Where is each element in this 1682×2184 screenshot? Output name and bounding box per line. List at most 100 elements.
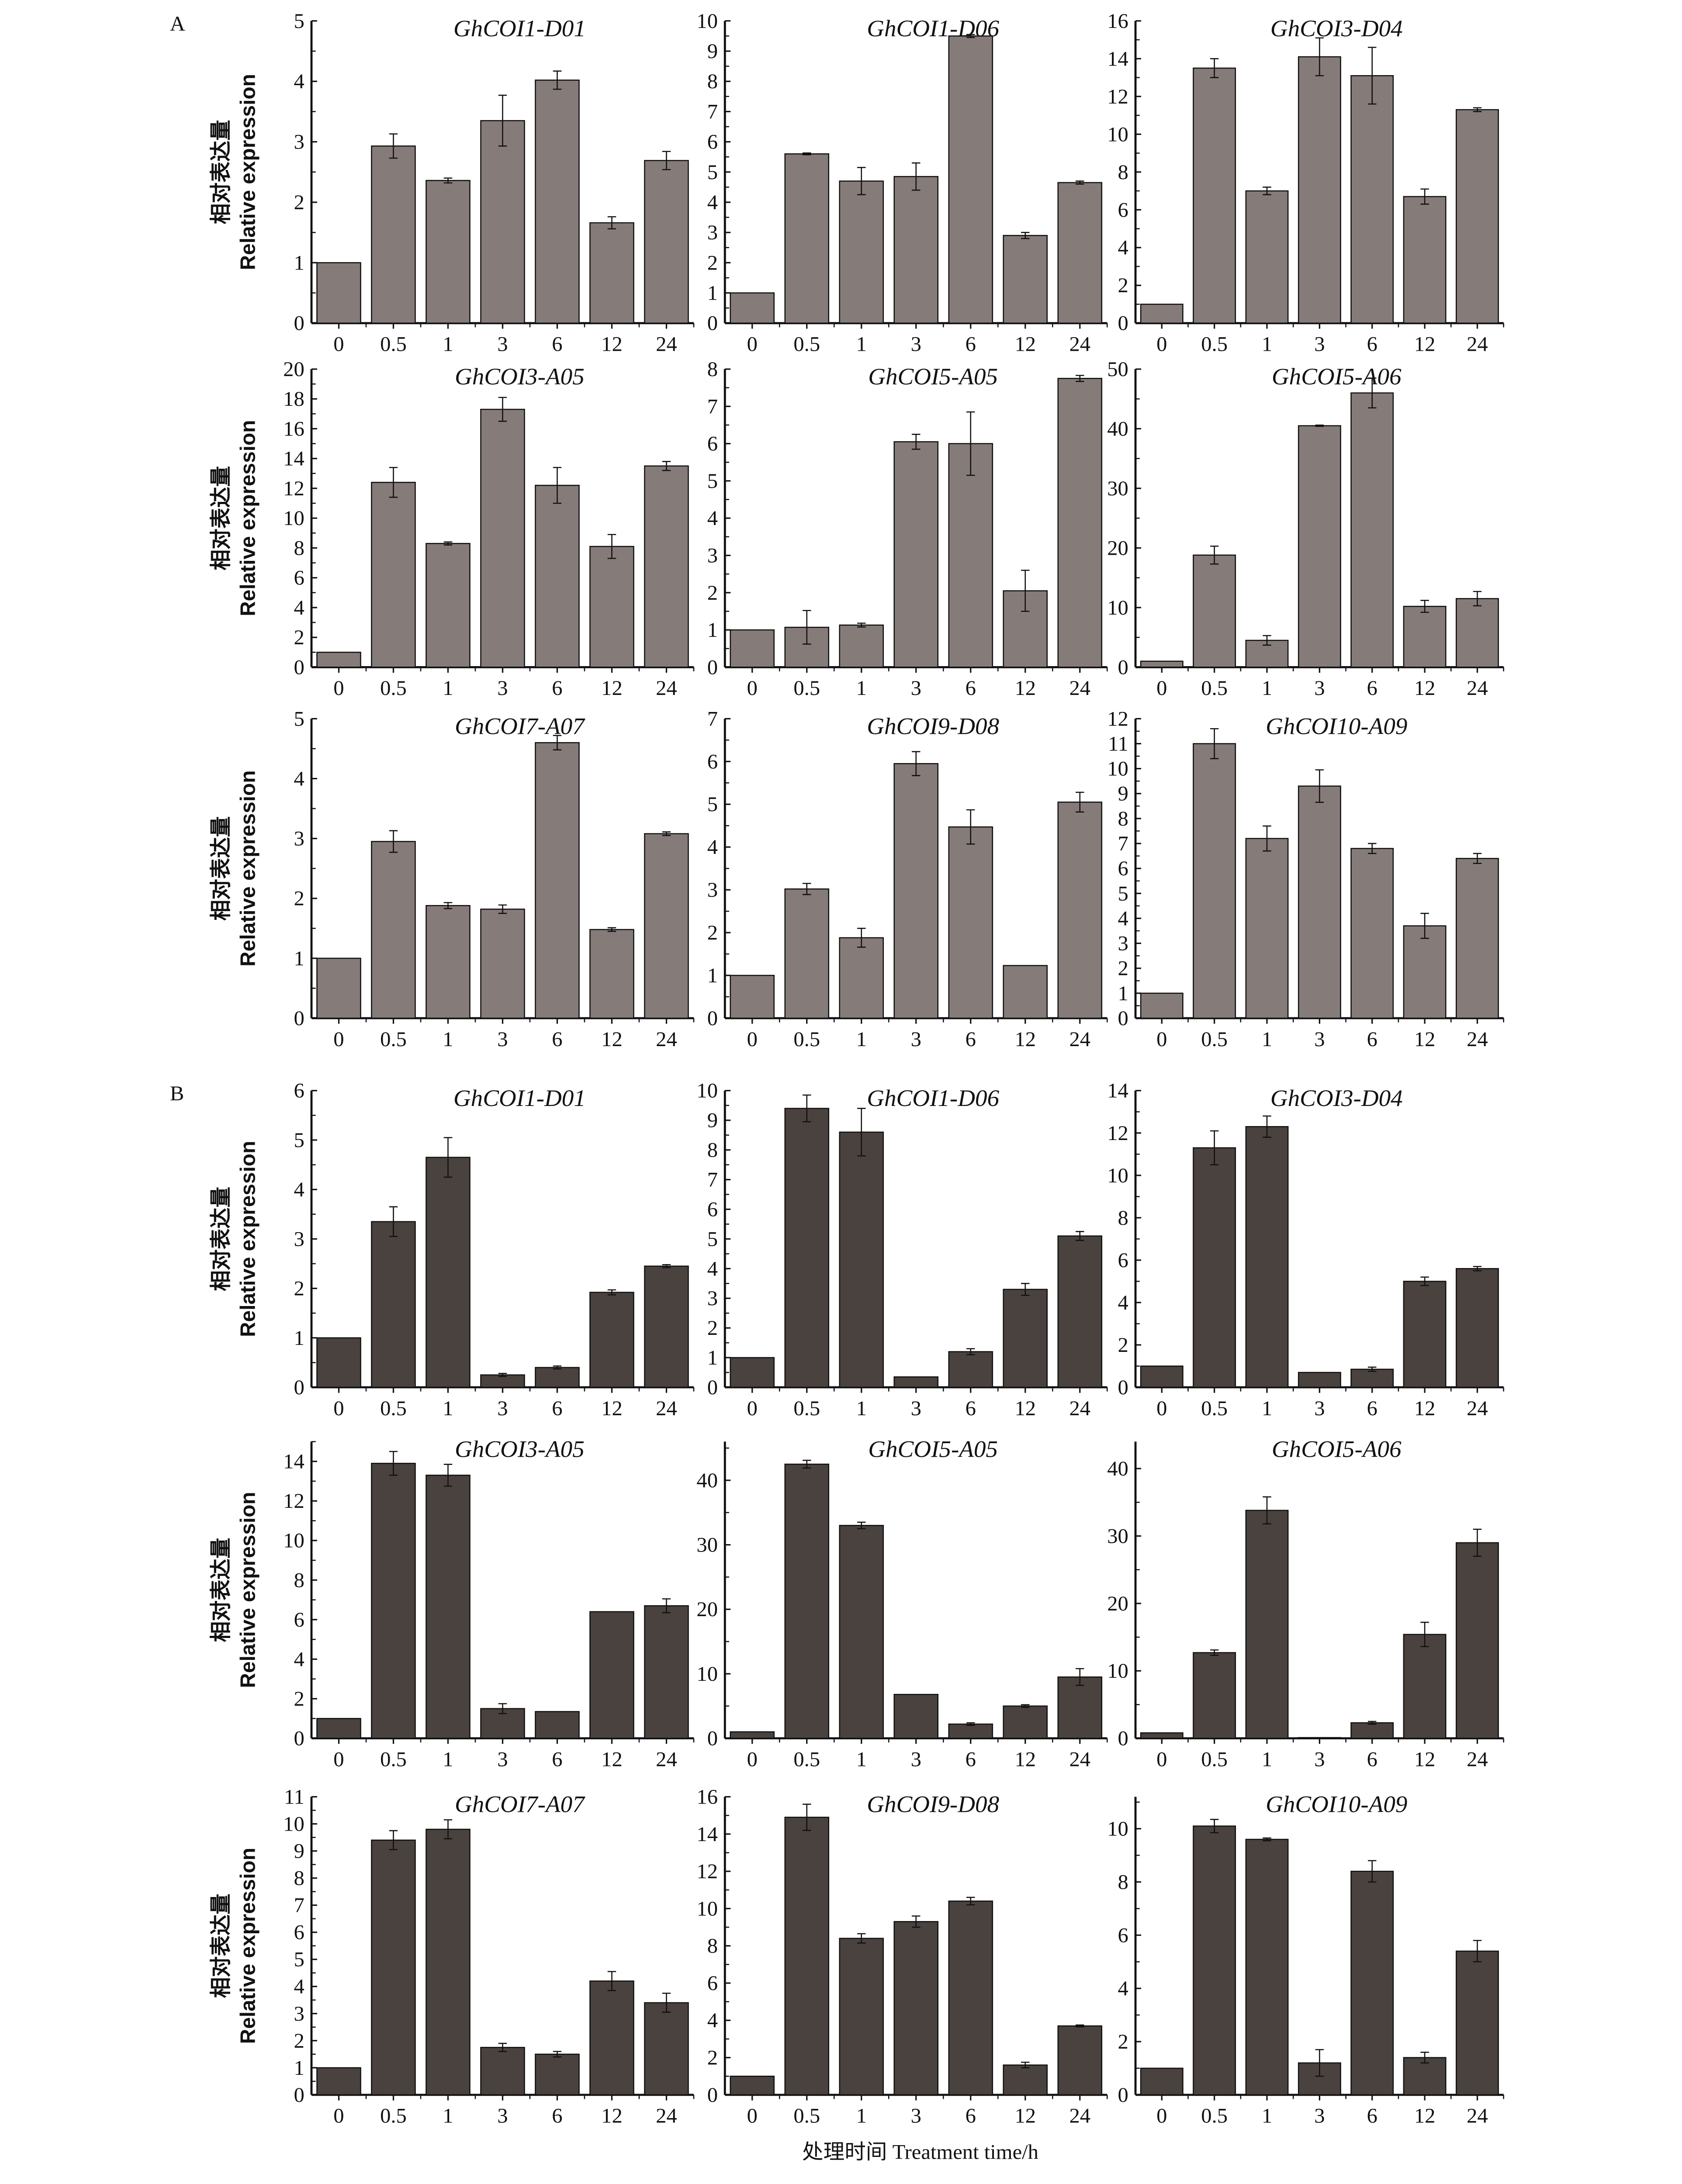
x-tick-label: 3 <box>1314 2105 1325 2128</box>
y-tick-label: 3 <box>707 221 718 244</box>
bar-3 <box>893 1376 939 1388</box>
bar-12 <box>1403 196 1447 324</box>
x-tick-label: 0 <box>747 677 758 700</box>
y-tick-label: 7 <box>707 100 718 124</box>
y-tick-label: 12 <box>696 1860 718 1883</box>
bar-6 <box>535 1711 580 1739</box>
bar-24 <box>644 465 689 668</box>
y-tick-label: 0 <box>294 1376 304 1399</box>
x-tick-label: 24 <box>1467 2105 1488 2128</box>
x-tick-label: 24 <box>1069 677 1090 700</box>
y-tick-label: 0 <box>294 656 304 679</box>
bar-6 <box>1350 392 1394 668</box>
x-tick-label: 12 <box>601 1028 623 1051</box>
bar-12 <box>589 546 634 668</box>
bar-1 <box>426 905 471 1019</box>
x-tick-label: 12 <box>1414 333 1436 356</box>
x-tick-label: 12 <box>1014 677 1036 700</box>
x-tick-label: 0.5 <box>380 333 407 356</box>
bar-0 <box>730 629 775 668</box>
x-tick-label: 0.5 <box>793 1748 820 1771</box>
x-tick-label: 24 <box>656 677 677 700</box>
subplot-title: GhCOI1-D06 <box>867 15 1000 41</box>
y-tick-label: 40 <box>1107 1457 1128 1480</box>
x-tick-label: 0.5 <box>380 1397 407 1420</box>
bar-3 <box>1298 56 1341 324</box>
y-tick-label: 10 <box>1107 1660 1128 1683</box>
y-tick-label: 6 <box>294 1608 304 1631</box>
subplot-title: GhCOI3-D04 <box>1270 1085 1403 1111</box>
bar-1 <box>1245 1838 1289 2096</box>
bar-12 <box>589 1980 634 2096</box>
bar-6 <box>535 1367 580 1388</box>
y-axis-label-cn: 相对表达量 <box>209 1187 232 1291</box>
y-tick-label: 2 <box>707 921 718 944</box>
subplot-title: GhCOI5-A05 <box>868 363 998 390</box>
x-tick-label: 6 <box>1367 333 1377 356</box>
bar-6 <box>948 443 993 668</box>
bar-12 <box>1003 1289 1048 1388</box>
x-tick-label: 24 <box>656 333 677 356</box>
x-tick-label: 12 <box>1014 1028 1036 1051</box>
y-tick-label: 5 <box>294 708 304 731</box>
y-tick-label: 1 <box>294 252 304 275</box>
bar-3 <box>480 408 525 668</box>
y-tick-label: 6 <box>1118 1249 1128 1272</box>
bar-24 <box>1057 802 1103 1019</box>
y-tick-label: 0 <box>707 1007 718 1030</box>
x-tick-label: 3 <box>911 1397 921 1420</box>
x-tick-label: 24 <box>656 1397 677 1420</box>
bar-0 <box>730 292 775 324</box>
y-tick-label: 10 <box>283 1529 305 1552</box>
x-tick-label: 6 <box>552 677 562 700</box>
x-tick-label: 0.5 <box>1201 2105 1228 2128</box>
bar-24 <box>644 1265 689 1388</box>
subplot-title: GhCOI5-A05 <box>868 1436 998 1462</box>
bar-0.5 <box>784 153 830 324</box>
bar-0 <box>316 652 361 668</box>
y-axis-label-cn: 相对表达量 <box>209 466 232 570</box>
x-tick-label: 3 <box>497 1748 508 1771</box>
y-tick-label: 0 <box>294 1727 304 1750</box>
y-tick-label: 20 <box>283 358 305 381</box>
bar-0 <box>1140 660 1184 668</box>
x-tick-label: 6 <box>966 1028 976 1051</box>
y-tick-label: 3 <box>707 544 718 567</box>
x-tick-label: 1 <box>443 1028 453 1051</box>
y-tick-label: 4 <box>294 596 304 619</box>
x-tick-label: 12 <box>601 1748 623 1771</box>
x-tick-label: 24 <box>1467 1028 1488 1051</box>
x-tick-label: 0.5 <box>793 2105 820 2128</box>
y-tick-label: 4 <box>707 836 718 859</box>
bar-0 <box>1140 1365 1184 1388</box>
bar-0.5 <box>1193 1147 1236 1388</box>
bar-1 <box>426 543 471 668</box>
y-tick-label: 3 <box>707 1287 718 1310</box>
x-tick-label: 0 <box>747 2105 758 2128</box>
subplot-title: GhCOI3-D04 <box>1270 15 1403 41</box>
x-tick-label: 3 <box>911 677 921 700</box>
y-tick-label: 0 <box>1118 1727 1128 1750</box>
x-tick-label: 24 <box>1069 2105 1090 2128</box>
x-tick-label: 1 <box>443 2105 453 2128</box>
y-tick-label: 0 <box>1118 312 1128 335</box>
y-tick-label: 1 <box>707 282 718 305</box>
y-tick-label: 1 <box>707 964 718 987</box>
x-tick-label: 6 <box>966 2105 976 2128</box>
bar-0 <box>730 1357 775 1388</box>
bar-6 <box>948 826 993 1019</box>
panel-letter-b: B <box>170 1082 184 1105</box>
y-tick-label: 4 <box>294 1975 304 1998</box>
subplot-title: GhCOI7-A07 <box>455 1791 585 1818</box>
y-tick-label: 1 <box>1118 982 1128 1005</box>
x-tick-label: 0 <box>1156 333 1167 356</box>
y-tick-label: 3 <box>1118 932 1128 955</box>
y-tick-label: 8 <box>294 1867 304 1890</box>
bar-3 <box>893 763 939 1019</box>
x-tick-label: 1 <box>856 1748 867 1771</box>
x-tick-label: 0 <box>1156 2105 1167 2128</box>
